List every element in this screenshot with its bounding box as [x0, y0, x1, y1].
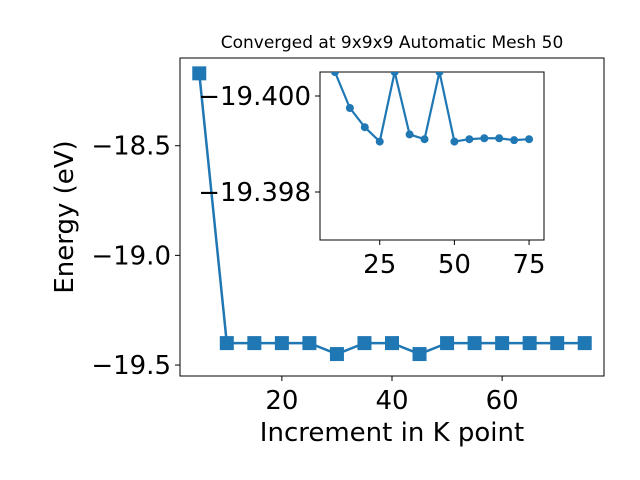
main-x-tick-label: 40	[375, 386, 408, 416]
inset-data-point	[525, 135, 534, 144]
inset-data-point	[465, 135, 474, 144]
main-data-point	[274, 336, 289, 351]
main-data-point	[329, 347, 344, 362]
inset-data-point	[450, 137, 459, 146]
inset-data-point	[420, 135, 429, 144]
main-y-axis-label: Energy (eV)	[50, 140, 80, 293]
main-data-point	[357, 336, 372, 351]
main-data-point	[440, 336, 455, 351]
inset-data-point	[330, 72, 339, 76]
main-data-point	[550, 336, 565, 351]
main-y-tick-label: −19.5	[91, 351, 171, 381]
main-data-point	[577, 336, 592, 351]
main-data-point	[522, 336, 537, 351]
inset-y-tick-label: −19.398	[198, 178, 311, 208]
main-data-point	[495, 336, 510, 351]
inset-data-point	[390, 72, 399, 76]
main-data-point	[219, 336, 234, 351]
main-x-ticks: 20 40 60	[265, 376, 519, 416]
inset-data-point	[480, 134, 489, 143]
main-x-axis-label: Increment in K point	[260, 418, 524, 448]
main-data-point	[385, 336, 399, 351]
main-y-ticks: −19.5 −19.0 −18.5	[91, 132, 180, 381]
inset-data-point	[375, 137, 384, 146]
main-y-tick-label: −19.0	[91, 241, 171, 271]
main-x-tick-label: 20	[265, 386, 298, 416]
main-data-point	[192, 66, 207, 81]
inset-data-point	[345, 104, 354, 112]
inset-series	[330, 72, 534, 146]
main-data-point	[247, 336, 262, 351]
main-x-tick-label: 60	[486, 386, 519, 416]
inset-axes-frame	[319, 71, 545, 241]
inset-data-point	[405, 130, 414, 139]
main-data-point	[467, 336, 482, 351]
inset-data-point	[510, 136, 519, 145]
inset-x-ticks: 25 50 75	[363, 240, 546, 280]
main-y-tick-label: −18.5	[91, 132, 171, 162]
inset-y-ticks: −19.400 −19.398	[198, 82, 320, 208]
inset-x-tick-label: 25	[363, 250, 396, 280]
main-data-point	[302, 336, 317, 351]
main-title: Converged at 9x9x9 Automatic Mesh 50	[221, 33, 564, 53]
main-series	[192, 66, 592, 362]
inset-data-point	[435, 72, 444, 76]
inset-data-point	[495, 134, 504, 143]
main-data-point	[412, 347, 427, 362]
inset-x-tick-label: 50	[438, 250, 471, 280]
inset-x-tick-label: 75	[513, 250, 546, 280]
inset-data-point	[360, 123, 369, 132]
inset-y-tick-label: −19.400	[198, 82, 311, 112]
